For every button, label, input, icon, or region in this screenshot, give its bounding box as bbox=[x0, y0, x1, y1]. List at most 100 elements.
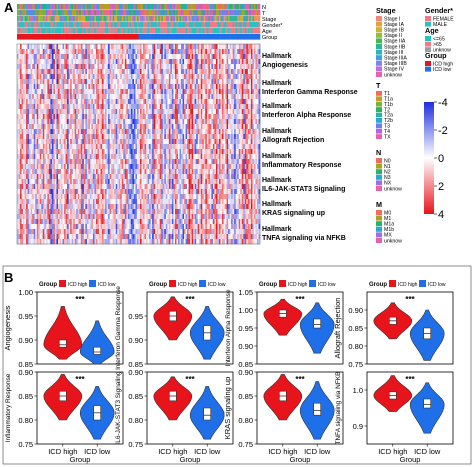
violin-y-label: TNFA signaling via NFKB bbox=[335, 372, 342, 445]
violin-legend-title: Group bbox=[259, 282, 277, 288]
violin-y-tick-label: 0.90 bbox=[238, 342, 253, 351]
violin-y-tick-label: 0.75 bbox=[18, 440, 33, 449]
legend-swatch-stage bbox=[376, 55, 382, 60]
violin-y-tick-label: 0.90 bbox=[18, 368, 33, 377]
legend-swatch-group bbox=[425, 61, 431, 66]
pathway-label-5: Hallmark Inflammatory Response bbox=[262, 153, 341, 169]
violin-x-label: Group bbox=[400, 455, 421, 464]
violin-y-tick-label: 0.75 bbox=[348, 360, 363, 369]
violin-legend-swatch-high bbox=[279, 280, 286, 287]
violin-legend-swatch-high bbox=[59, 280, 66, 287]
violin-y-tick-label: 0.85 bbox=[238, 392, 253, 401]
legend-swatch-t bbox=[376, 102, 382, 107]
legend-swatch-m bbox=[376, 232, 382, 237]
legend-title-age: Age bbox=[425, 26, 439, 35]
significance-label: *** bbox=[75, 375, 85, 384]
legend-swatch-stage bbox=[376, 22, 382, 27]
violin-y-tick-label: 0.95 bbox=[128, 312, 143, 321]
violin-panel-4: Group ICD high ICD low0.750.800.850.90Allo… bbox=[333, 280, 453, 369]
legend-title-gender: Gender* bbox=[425, 6, 453, 15]
violin-y-tick-label: 0.85 bbox=[348, 324, 363, 333]
pathway-label-8: Hallmark TNFA signaling via NFKB bbox=[262, 226, 346, 242]
legend-title-m: M bbox=[376, 200, 382, 209]
violin-legend-swatch-low bbox=[89, 280, 96, 287]
significance-label: *** bbox=[295, 295, 305, 304]
violin-x-label: Group bbox=[290, 455, 311, 464]
heatmap bbox=[17, 44, 260, 244]
legend-swatch-stage bbox=[376, 61, 382, 66]
legend-swatch-t bbox=[376, 107, 382, 112]
colorbar-tick-label: -4 bbox=[438, 97, 448, 109]
violin-y-tick-label: 0.90 bbox=[128, 336, 143, 345]
legend-title-stage: Stage bbox=[376, 6, 396, 15]
violin-y-label: Interferon Gamma Response bbox=[115, 286, 122, 370]
violin-legend-swatch-high bbox=[389, 280, 396, 287]
violin-panel-5: 0.750.800.850.90Inflammatory Response ***… bbox=[5, 368, 123, 464]
violin-y-tick-label: 0.80 bbox=[238, 416, 253, 425]
icd-low-box bbox=[94, 347, 101, 354]
violin-legend-label-low: ICD low bbox=[318, 282, 336, 288]
legend-swatch-t bbox=[376, 134, 382, 139]
legend-swatch-m bbox=[376, 227, 382, 232]
violin-y-tick-label: 0.80 bbox=[128, 416, 143, 425]
violin-panel-1: Group ICD high ICD low0.850.900.951.00Angi… bbox=[3, 280, 123, 369]
violin-y-tick-label: 0.85 bbox=[18, 392, 33, 401]
icd-low-box bbox=[204, 408, 211, 420]
significance-label: *** bbox=[75, 295, 85, 304]
legend-swatch-m bbox=[376, 210, 382, 215]
colorbar-tick-label: 4 bbox=[438, 209, 444, 221]
colorbar-gradient bbox=[424, 102, 434, 214]
violin-legend-label-low: ICD low bbox=[208, 282, 226, 288]
violin-y-label: Interferon Alpha Response bbox=[225, 289, 232, 366]
violin-y-label: Allograft Rejection bbox=[333, 298, 342, 359]
violin-y-tick-label: 0.9 bbox=[353, 422, 363, 431]
legend-swatch-stage bbox=[376, 44, 382, 49]
violin-x-label: Group bbox=[70, 455, 91, 464]
violin-panel-7: 0.750.800.850.90KRAS signaling up ***ICD … bbox=[223, 368, 343, 464]
legend-swatch-m bbox=[376, 216, 382, 221]
legend-label-stage: unknow bbox=[384, 72, 402, 78]
pathway-label-2: Hallmark Interferon Gamma Response bbox=[262, 80, 358, 96]
legend-swatch-t bbox=[376, 96, 382, 101]
violin-y-tick-label: 0.80 bbox=[18, 416, 33, 425]
panel-a-label: A bbox=[4, 0, 14, 15]
colorbar-tick-label: -2 bbox=[438, 125, 448, 137]
violin-y-tick-label: 1.05 bbox=[238, 288, 253, 297]
pathway-labels: Hallmark Angiogenesis Hallmark Interferon … bbox=[262, 53, 358, 242]
pathway-label-3: Hallmark Interferon Alpha Response bbox=[262, 103, 351, 119]
violin-panel-2: Group ICD high ICD low0.850.900.95Interfer… bbox=[115, 280, 233, 370]
violin-legend-label-low: ICD low bbox=[428, 282, 446, 288]
pathway-label-6: Hallmark IL6-JAK-STAT3 Signaling bbox=[262, 177, 345, 193]
violin-y-tick-label: 0.75 bbox=[238, 440, 253, 449]
icd-low-box bbox=[314, 403, 321, 415]
legend-swatch-n bbox=[376, 186, 382, 191]
violin-y-label: Angiogenesis bbox=[3, 305, 12, 350]
panel-b-label: B bbox=[4, 270, 13, 285]
heatmap-colorbar: -4 -2 0 2 4 bbox=[424, 97, 448, 221]
legend-swatch-t bbox=[376, 91, 382, 96]
violin-y-label: KRAS signaling up bbox=[223, 377, 232, 440]
significance-label: *** bbox=[295, 375, 305, 384]
pathway-label-4: Hallmark Allograft Rejection bbox=[262, 128, 324, 144]
legend-swatch-stage bbox=[376, 38, 382, 43]
violin-legend-swatch-high bbox=[169, 280, 176, 287]
legend-swatch-m bbox=[376, 238, 382, 243]
legend-swatch-n bbox=[376, 180, 382, 185]
violin-legend-swatch-low bbox=[419, 280, 426, 287]
violin-legend-swatch-low bbox=[199, 280, 206, 287]
violin-legend-label-high: ICD high bbox=[288, 282, 308, 288]
colorbar-tick-label: 2 bbox=[438, 181, 444, 193]
legend-title-n: N bbox=[376, 148, 381, 157]
icd-low-box bbox=[314, 319, 321, 328]
violin-y-tick-label: 0.90 bbox=[348, 306, 363, 315]
legend-swatch-stage bbox=[376, 72, 382, 77]
legend-swatch-age bbox=[425, 36, 431, 41]
violin-y-tick-label: 0.90 bbox=[238, 368, 253, 377]
icd-low-box bbox=[424, 399, 431, 408]
legend-swatch-t bbox=[376, 118, 382, 123]
violin-y-tick-label: 1.00 bbox=[238, 306, 253, 315]
significance-label: *** bbox=[185, 295, 195, 304]
violin-y-tick-label: 0.75 bbox=[128, 440, 143, 449]
significance-label: *** bbox=[405, 295, 415, 304]
